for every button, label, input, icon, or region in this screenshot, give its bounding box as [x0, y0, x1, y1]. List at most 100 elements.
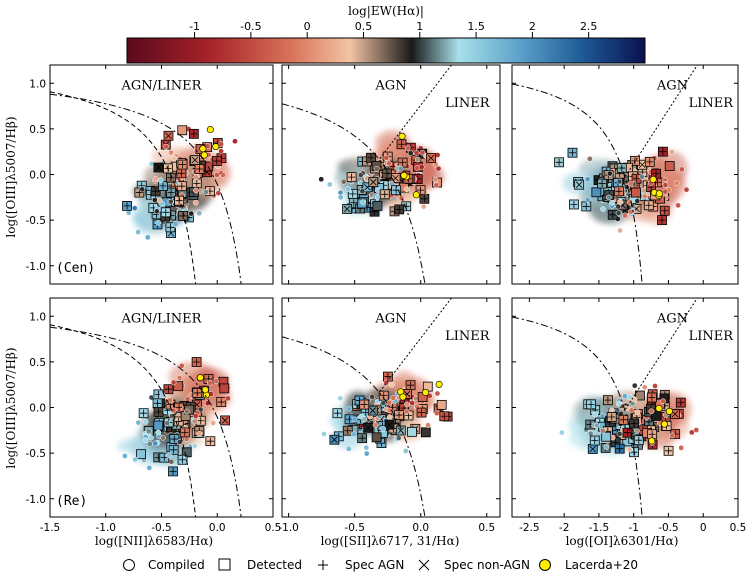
- detected-point: [153, 420, 164, 431]
- x-tick-label: 0.0: [412, 522, 429, 534]
- compiled-point: [326, 181, 333, 188]
- detected-point: [372, 200, 383, 211]
- spec-agn-marker: [344, 427, 352, 435]
- spec-agn-marker: [635, 436, 643, 444]
- spec-agn-marker: [348, 173, 356, 181]
- compiled-point: [148, 434, 154, 441]
- panel-r1-c1: AGN LINER -1.0 -0.5 0.0 0.5: [278, 297, 501, 534]
- compiled-point: [669, 432, 676, 439]
- spec-agn-marker: [358, 434, 366, 442]
- lacerda-point: [412, 191, 420, 199]
- spec-agn-marker: [648, 394, 656, 402]
- compiled-point: [404, 401, 410, 408]
- compiled-point: [675, 202, 681, 209]
- demarcation-line: [282, 103, 426, 284]
- compiled-point: [433, 182, 440, 189]
- compiled-point: [193, 187, 199, 194]
- compiled-point: [409, 400, 416, 406]
- spec-agn-marker: [658, 216, 666, 224]
- compiled-point: [678, 166, 685, 173]
- region-label-agn: AGN: [656, 79, 688, 94]
- lacerda-point: [655, 190, 663, 198]
- compiled-point: [210, 420, 216, 426]
- compiled-point: [432, 176, 439, 183]
- compiled-point: [634, 428, 640, 434]
- compiled-point: [147, 441, 153, 447]
- y-tick-label: -1.0: [26, 494, 47, 506]
- region-label-agn: AGN: [374, 312, 406, 327]
- spec-agn-marker: [633, 175, 641, 183]
- compiled-point: [407, 150, 414, 157]
- detected-point: [136, 449, 146, 460]
- compiled-point: [641, 193, 648, 200]
- demarcation-line: [512, 83, 643, 284]
- spec-agn-marker: [619, 416, 627, 424]
- col1-xlabel: log([SII]λ6717, 31/Hα): [321, 534, 460, 548]
- detected-point: [420, 427, 431, 438]
- lacerda-point: [206, 126, 214, 134]
- spec-agn-marker: [395, 411, 403, 419]
- detected-point: [631, 187, 641, 198]
- spec-nonagn-marker: [165, 132, 172, 140]
- y-tick-label: 0.5: [29, 357, 46, 369]
- compiled-point: [321, 431, 327, 437]
- spec-agn-marker: [162, 208, 170, 216]
- spec-agn-marker: [568, 149, 576, 157]
- compiled-point: [640, 187, 647, 194]
- colorbar-tick-label: 2.5: [580, 20, 598, 33]
- spec-agn-marker: [179, 456, 187, 464]
- compiled-point: [395, 435, 402, 441]
- spec-agn-marker: [591, 437, 599, 445]
- spec-agn-marker: [178, 161, 186, 169]
- compiled-point: [639, 173, 645, 180]
- lacerda-point: [422, 388, 430, 396]
- legend-lacerda-label: Lacerda+20: [565, 558, 638, 572]
- spec-agn-marker: [648, 430, 656, 438]
- spec-agn-marker: [398, 140, 406, 148]
- compiled-point: [232, 138, 238, 145]
- compiled-point: [135, 229, 142, 235]
- spec-agn-marker: [135, 189, 143, 197]
- compiled-point: [688, 429, 695, 436]
- spec-agn-marker: [609, 211, 617, 219]
- demarcation-line: [379, 65, 453, 159]
- compiled-point: [359, 188, 366, 195]
- spec-agn-marker: [587, 400, 595, 408]
- y-tick-label: 0.0: [29, 403, 46, 415]
- x-tick-label: -0.5: [151, 522, 172, 534]
- compiled-point: [678, 444, 685, 451]
- compiled-point: [420, 203, 427, 210]
- lacerda-point: [665, 407, 673, 415]
- compiled-point: [157, 177, 164, 184]
- compiled-point: [599, 427, 606, 434]
- compiled-point: [172, 221, 179, 227]
- spec-agn-marker: [399, 159, 407, 167]
- compiled-point: [132, 456, 138, 463]
- detected-point: [635, 390, 645, 401]
- lacerda-point: [655, 404, 663, 412]
- colorbar-tick-label: 2: [529, 20, 536, 33]
- spec-agn-marker: [616, 445, 624, 453]
- compiled-point: [402, 448, 409, 454]
- x-tick-label: 0: [700, 522, 707, 534]
- col2-xlabel: log([OI]λ6301/Hα): [566, 534, 679, 548]
- compiled-point: [318, 176, 325, 183]
- compiled-point: [383, 154, 390, 161]
- compiled-point: [584, 197, 591, 203]
- compiled-point: [587, 430, 594, 437]
- compiled-point: [648, 408, 655, 415]
- legend: Compiled Detected Spec AGN Spec non-AGN …: [123, 558, 638, 572]
- compiled-point: [412, 395, 419, 402]
- spec-agn-marker: [367, 154, 375, 162]
- compiled-point: [634, 409, 641, 415]
- x-tick-label: 0.0: [209, 522, 226, 534]
- compiled-point: [351, 416, 358, 423]
- spec-agn-marker: [193, 358, 201, 366]
- compiled-point: [584, 176, 591, 183]
- compiled-point: [151, 197, 158, 203]
- detected-point: [651, 411, 661, 421]
- compiled-point: [163, 143, 169, 150]
- compiled-point: [357, 172, 364, 178]
